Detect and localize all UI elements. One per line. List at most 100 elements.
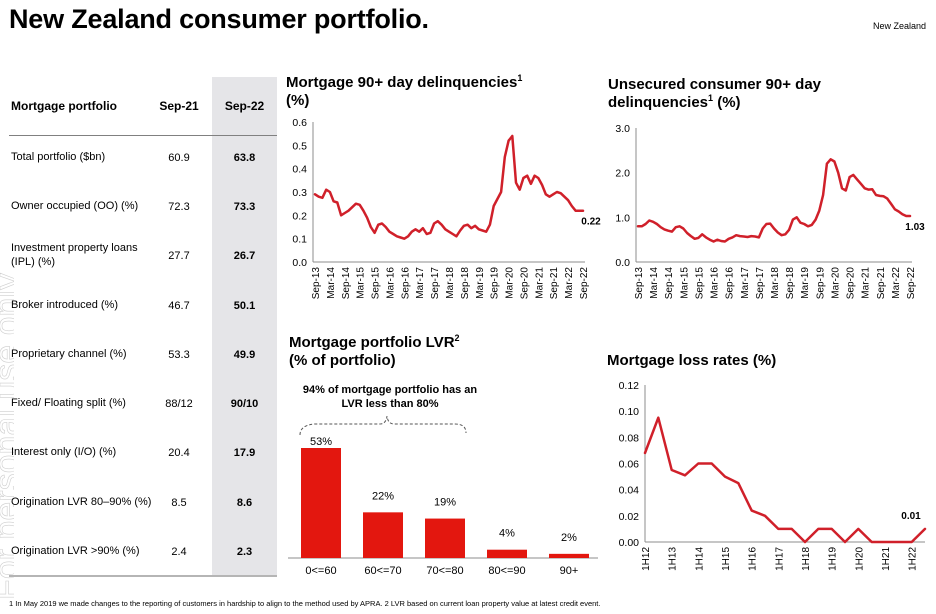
x-tick-label: Mar-19 [800, 267, 811, 299]
y-tick-label: 3.0 [615, 123, 630, 135]
value-sep22: 8.6 [236, 497, 253, 509]
x-tick-label: 1H19 [828, 547, 839, 571]
value-sep21: 27.7 [168, 250, 190, 262]
bracket-annotation [299, 415, 467, 436]
y-tick-label: 2.0 [615, 168, 630, 180]
table-header-label: Mortgage portfolio [11, 99, 117, 113]
x-tick-label: Sep-20 [519, 267, 530, 300]
row-label: Proprietary channel (%) [11, 348, 127, 361]
y-tick-label: 0.10 [619, 406, 640, 418]
x-tick-label: Mar-17 [740, 267, 751, 299]
end-value-label: 0.01 [901, 511, 921, 522]
x-tick-label: Mar-22 [891, 267, 902, 299]
x-tick-label: 1H18 [801, 547, 812, 571]
table-row: Fixed/ Floating split (%) 88/12 90/10 [9, 386, 277, 422]
x-tick-label: Mar-19 [475, 267, 486, 299]
table-row: Origination LVR 80–90% (%) 8.5 8.6 [9, 485, 277, 521]
row-label: Interest only (I/O) (%) [11, 446, 117, 459]
value-sep21: 20.4 [168, 447, 190, 459]
table-row: Total portfolio ($bn) 60.9 63.8 [9, 140, 277, 176]
y-tick-label: 0.02 [619, 511, 640, 523]
bar-70<=80 [425, 518, 465, 558]
table-bottom-divider [9, 575, 277, 577]
x-tick-label: Sep-15 [694, 267, 705, 300]
bar-90+ [549, 553, 589, 558]
x-tick-label: 1H22 [908, 547, 919, 571]
x-tick-label: 1H12 [641, 547, 652, 571]
chart-title-unsecured-delinquencies: Unsecured consumer 90+ day delinquencies… [608, 76, 822, 111]
series-line [313, 134, 585, 240]
x-tick-label: Mar-16 [710, 267, 721, 299]
x-tick-label: Mar-17 [415, 267, 426, 299]
page-title: New Zealand consumer portfolio. [9, 4, 429, 34]
table-row: Proprietary channel (%) 53.3 49.9 [9, 337, 277, 373]
x-category-label: 0<=60 [305, 565, 336, 577]
highlight-column [212, 77, 277, 575]
x-tick-label: Sep-21 [549, 267, 560, 300]
x-tick-label: 1H13 [668, 547, 679, 571]
value-sep22: 2.3 [236, 546, 253, 558]
x-tick-label: Mar-18 [770, 267, 781, 299]
x-tick-label: Mar-15 [356, 267, 367, 299]
x-tick-label: 1H20 [854, 547, 865, 571]
x-tick-label: Sep-20 [846, 267, 857, 300]
x-tick-label: Mar-14 [649, 267, 660, 299]
table-header-sep21: Sep-21 [159, 99, 199, 113]
value-sep22: 50.1 [233, 300, 256, 312]
value-sep21: 60.9 [168, 152, 190, 164]
row-label: Origination LVR 80–90% (%) [11, 496, 152, 509]
x-tick-label: Mar-20 [505, 267, 516, 299]
x-category-label: 90+ [560, 565, 579, 577]
x-tick-label: Sep-16 [400, 267, 411, 300]
x-tick-label: Mar-21 [861, 267, 872, 299]
x-tick-label: Sep-13 [634, 267, 645, 300]
y-tick-label: 0.04 [619, 485, 640, 497]
x-tick-label: Sep-21 [876, 267, 887, 300]
x-tick-label: Sep-19 [815, 267, 826, 300]
value-sep21: 72.3 [168, 201, 190, 213]
value-sep22: 17.9 [233, 447, 256, 459]
bar-value-label: 2% [561, 532, 577, 544]
lvr-annotation: 94% of mortgage portfolio has an LVR les… [302, 384, 478, 410]
x-tick-label: Mar-14 [326, 267, 337, 299]
x-tick-label: 1H15 [721, 547, 732, 571]
row-label: Investment property loans (IPL) (%) [11, 242, 138, 268]
x-tick-label: Sep-17 [430, 267, 441, 300]
value-sep21: 2.4 [171, 546, 187, 558]
table-row: Interest only (I/O) (%) 20.4 17.9 [9, 435, 277, 471]
chart-title-mortgage-delinquencies: Mortgage 90+ day delinquencies1 (%) [286, 73, 523, 110]
row-label: Broker introduced (%) [11, 299, 118, 312]
x-tick-label: 1H16 [748, 547, 759, 571]
y-tick-label: 0.08 [619, 432, 640, 444]
value-sep21: 53.3 [168, 349, 190, 361]
x-tick-label: Sep-16 [725, 267, 736, 300]
y-tick-label: 0.3 [292, 187, 307, 199]
x-tick-label: 1H17 [774, 547, 785, 571]
x-tick-label: Sep-17 [755, 267, 766, 300]
table-row: Investment property loans (IPL) (%) 27.7 2… [9, 238, 277, 274]
footnote: 1 In May 2019 we made changes to the rep… [9, 599, 601, 608]
x-tick-label: Sep-22 [579, 267, 590, 300]
value-sep22: 90/10 [230, 398, 259, 410]
x-tick-label: Mar-18 [445, 267, 456, 299]
x-tick-label: Sep-22 [906, 267, 917, 300]
x-tick-label: Mar-20 [830, 267, 841, 299]
header-divider [9, 135, 277, 136]
y-tick-label: 0.2 [292, 210, 307, 222]
value-sep22: 26.7 [233, 250, 256, 262]
y-tick-label: 0.4 [292, 164, 307, 176]
bar-0<=60 [301, 448, 341, 558]
series-line [636, 158, 912, 243]
region-label: New Zealand [872, 21, 926, 31]
x-tick-label: Mar-16 [385, 267, 396, 299]
x-tick-label: Sep-19 [490, 267, 501, 300]
value-sep22: 49.9 [233, 349, 256, 361]
y-tick-label: 0.12 [619, 380, 640, 392]
y-tick-label: 1.0 [615, 212, 630, 224]
x-tick-label: 1H14 [694, 547, 705, 571]
x-tick-label: Mar-15 [679, 267, 690, 299]
chart-title-lvr: Mortgage portfolio LVR2 (% of portfolio) [289, 333, 460, 370]
x-tick-label: Mar-22 [564, 267, 575, 299]
